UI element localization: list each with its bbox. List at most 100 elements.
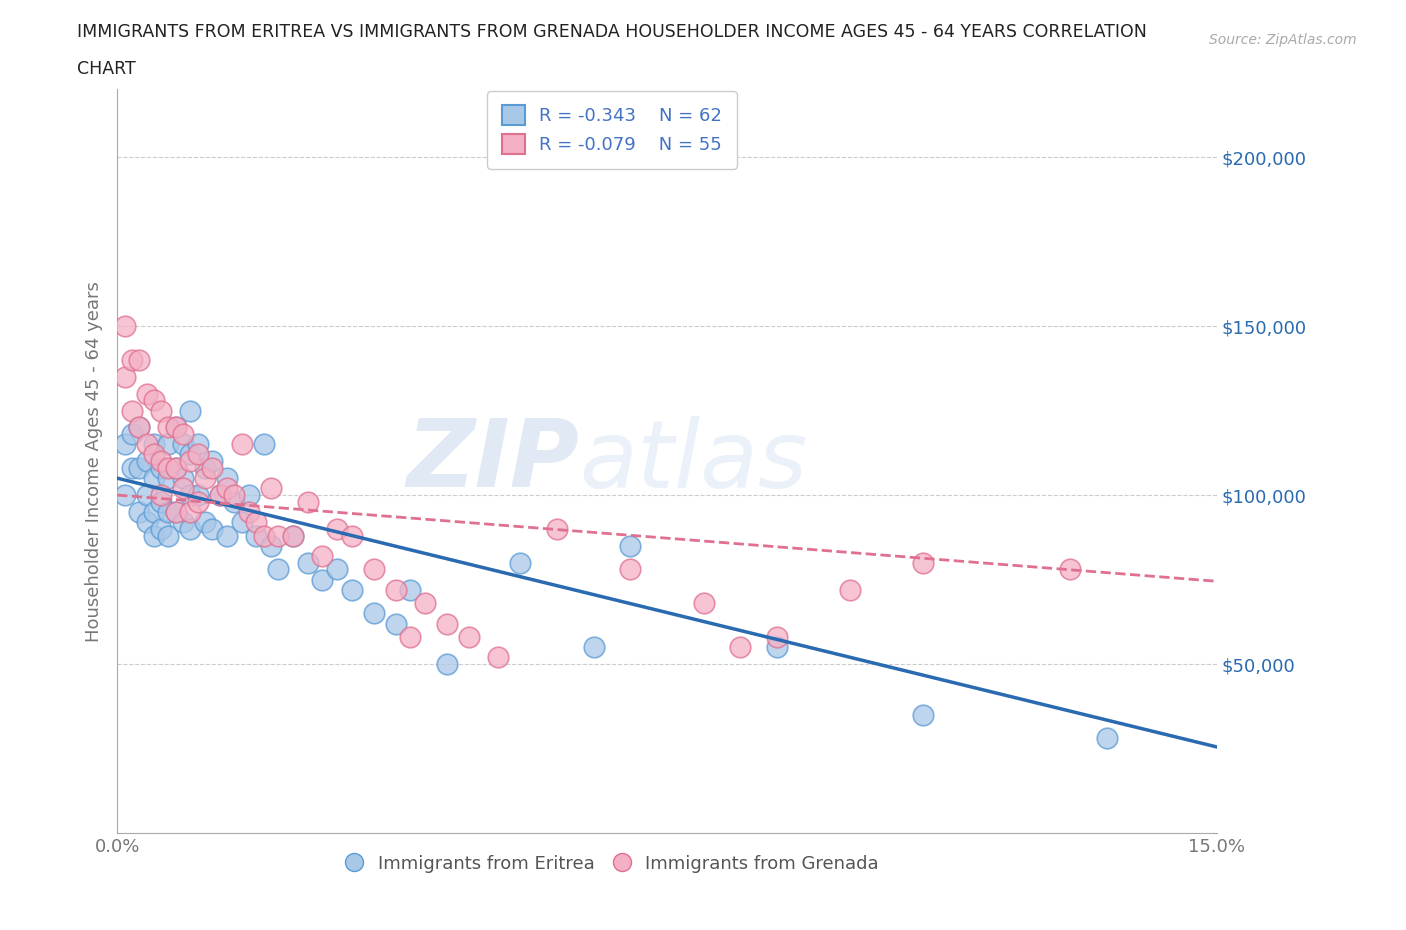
Point xyxy=(619,562,641,577)
Point xyxy=(238,505,260,520)
Point xyxy=(165,420,187,435)
Point xyxy=(692,596,714,611)
Point xyxy=(165,460,187,475)
Point xyxy=(1059,562,1081,577)
Point xyxy=(458,630,481,644)
Point xyxy=(546,522,568,537)
Point xyxy=(201,460,224,475)
Point xyxy=(179,447,201,462)
Point xyxy=(839,582,862,597)
Text: ZIP: ZIP xyxy=(406,416,579,507)
Point xyxy=(217,481,239,496)
Point xyxy=(311,549,333,564)
Point xyxy=(384,582,406,597)
Point xyxy=(260,538,283,553)
Point xyxy=(399,582,422,597)
Point xyxy=(142,528,165,543)
Point xyxy=(128,420,150,435)
Point xyxy=(201,522,224,537)
Point xyxy=(179,522,201,537)
Point xyxy=(142,505,165,520)
Point xyxy=(326,562,349,577)
Point xyxy=(135,454,157,469)
Point xyxy=(172,427,194,442)
Point xyxy=(194,471,217,485)
Point xyxy=(142,437,165,452)
Point xyxy=(157,437,180,452)
Point xyxy=(311,572,333,587)
Point xyxy=(399,630,422,644)
Point xyxy=(281,528,304,543)
Point xyxy=(165,420,187,435)
Point xyxy=(281,528,304,543)
Point xyxy=(253,528,276,543)
Point xyxy=(363,562,385,577)
Point xyxy=(912,555,935,570)
Point xyxy=(217,471,239,485)
Point xyxy=(231,514,253,529)
Point xyxy=(165,505,187,520)
Point xyxy=(619,538,641,553)
Point xyxy=(121,427,143,442)
Point xyxy=(413,596,436,611)
Point xyxy=(384,616,406,631)
Point xyxy=(766,630,789,644)
Point xyxy=(363,606,385,621)
Point xyxy=(150,522,173,537)
Point xyxy=(114,369,136,384)
Point xyxy=(326,522,349,537)
Point xyxy=(201,454,224,469)
Point xyxy=(114,487,136,502)
Point xyxy=(150,487,173,502)
Point xyxy=(172,514,194,529)
Point xyxy=(179,403,201,418)
Point xyxy=(157,505,180,520)
Point xyxy=(436,616,458,631)
Text: IMMIGRANTS FROM ERITREA VS IMMIGRANTS FROM GRENADA HOUSEHOLDER INCOME AGES 45 - : IMMIGRANTS FROM ERITREA VS IMMIGRANTS FR… xyxy=(77,23,1147,41)
Point xyxy=(436,657,458,671)
Point xyxy=(165,460,187,475)
Point xyxy=(238,487,260,502)
Point xyxy=(297,495,319,510)
Point xyxy=(135,386,157,401)
Point xyxy=(187,487,209,502)
Point xyxy=(128,505,150,520)
Point xyxy=(142,393,165,408)
Point xyxy=(224,495,246,510)
Point xyxy=(766,640,789,655)
Point xyxy=(179,454,201,469)
Point xyxy=(187,437,209,452)
Point xyxy=(157,471,180,485)
Text: Source: ZipAtlas.com: Source: ZipAtlas.com xyxy=(1209,33,1357,46)
Point xyxy=(157,460,180,475)
Point xyxy=(128,460,150,475)
Point xyxy=(165,505,187,520)
Point xyxy=(172,471,194,485)
Point xyxy=(121,403,143,418)
Point xyxy=(187,447,209,462)
Point xyxy=(245,528,267,543)
Point xyxy=(172,437,194,452)
Legend: Immigrants from Eritrea, Immigrants from Grenada: Immigrants from Eritrea, Immigrants from… xyxy=(337,847,886,880)
Point xyxy=(114,437,136,452)
Point xyxy=(912,708,935,723)
Point xyxy=(142,471,165,485)
Point xyxy=(157,420,180,435)
Point xyxy=(340,528,363,543)
Point xyxy=(340,582,363,597)
Point xyxy=(179,505,201,520)
Point xyxy=(121,352,143,367)
Point xyxy=(150,454,173,469)
Point xyxy=(179,487,201,502)
Point xyxy=(486,650,509,665)
Point xyxy=(253,437,276,452)
Point xyxy=(1095,731,1118,746)
Point xyxy=(142,447,165,462)
Point xyxy=(135,437,157,452)
Text: atlas: atlas xyxy=(579,416,807,507)
Point xyxy=(150,460,173,475)
Point xyxy=(267,562,290,577)
Point xyxy=(267,528,290,543)
Point xyxy=(187,495,209,510)
Point xyxy=(114,319,136,334)
